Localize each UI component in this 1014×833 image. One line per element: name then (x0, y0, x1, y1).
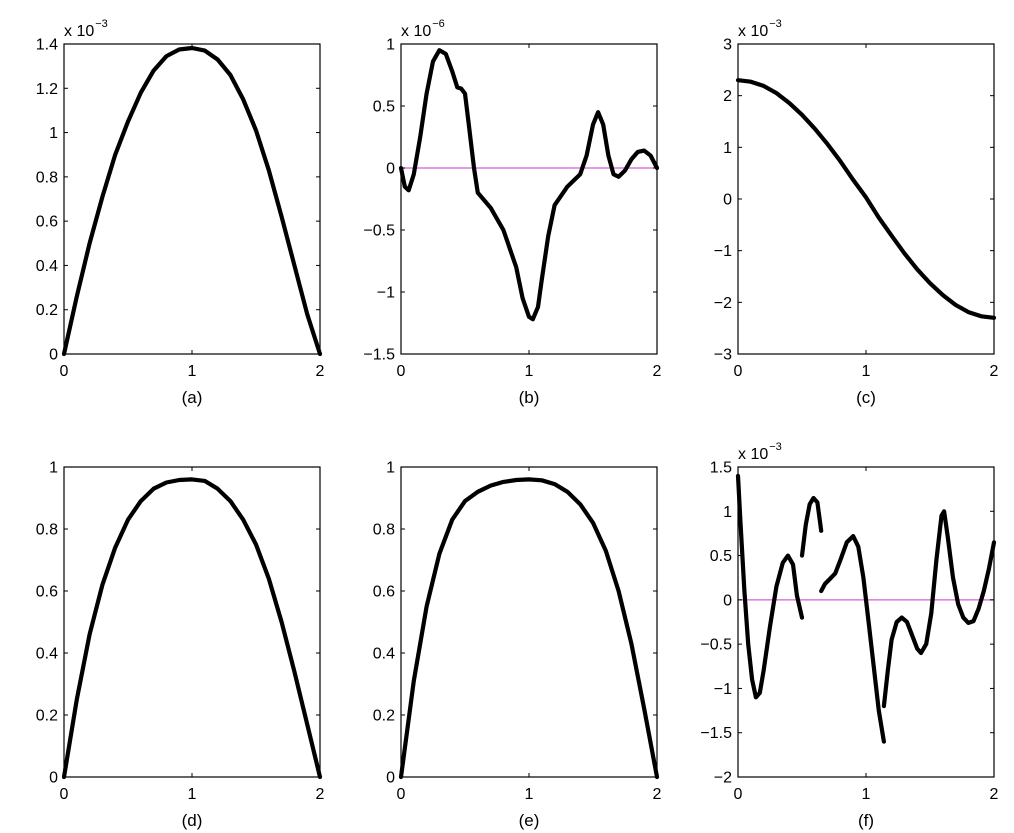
axes-frame (737, 466, 995, 778)
exponent-power: −3 (95, 18, 108, 30)
subplot-2: −1.5 −1 −0.5 0 0.5 1 0 1 2 (b) x 10 −6 (363, 18, 661, 407)
y-tick-label: 1 (723, 504, 732, 521)
subplot-4: 0 0.2 0.4 0.6 0.8 1 0 1 2 (d) (36, 460, 325, 831)
x-tick-label: 0 (60, 363, 69, 380)
y-tick-label: 0.8 (373, 522, 395, 539)
y-tick-label: 1 (723, 140, 732, 157)
x-tick-label: 0 (734, 363, 743, 380)
x-tick-label: 1 (525, 363, 534, 380)
y-tick-label: 1 (386, 460, 395, 477)
curve-segment-4 (881, 509, 997, 709)
subplot-caption: (d) (182, 811, 203, 830)
y-tick-label: −3 (714, 347, 732, 364)
y-tick-label: 0.2 (36, 302, 58, 319)
curve-segment-1 (735, 473, 805, 700)
y-tick-label: 1 (49, 125, 58, 142)
subplot-caption: (c) (856, 388, 876, 407)
y-tick-label: 0.5 (710, 548, 732, 565)
y-tick-label: −0.5 (700, 637, 732, 654)
y-tick-label: 0.4 (373, 646, 395, 663)
subplot-1: 0 0.2 0.4 0.6 0.8 1 1.2 1.4 0 1 2 (a) x 10 −3 (36, 18, 325, 407)
subplot-caption: (f) (858, 811, 874, 830)
y-tick-label: −1 (714, 243, 732, 260)
y-tick-label: 0 (723, 192, 732, 209)
y-tick-label: 0.2 (373, 708, 395, 725)
y-tick-label: 0 (49, 770, 58, 787)
x-tick-label: 2 (990, 786, 999, 803)
x-tick-label: 1 (188, 363, 197, 380)
y-tick-label: −1.5 (363, 347, 395, 364)
x-tick-label: 2 (316, 363, 325, 380)
exponent-label: x 10 (64, 23, 94, 40)
exponent-label: x 10 (738, 23, 768, 40)
y-tick-label: −2 (714, 295, 732, 312)
subplot-caption: (a) (182, 388, 203, 407)
subplot-caption: (e) (519, 811, 540, 830)
x-tick-label: 0 (397, 786, 406, 803)
y-tick-label: 0.6 (36, 584, 58, 601)
y-tick-label: 0 (723, 592, 732, 609)
exponent-power: −6 (432, 18, 445, 30)
y-tick-label: 0 (386, 161, 395, 178)
y-tick-label: 0 (386, 770, 395, 787)
curve-segment-3 (819, 534, 886, 744)
y-tick-label: −1.5 (700, 725, 732, 742)
x-tick-label: 1 (862, 363, 871, 380)
y-tick-label: 0.8 (36, 522, 58, 539)
curve-segment-1 (398, 48, 660, 322)
y-tick-label: 1.5 (710, 460, 732, 477)
y-tick-label: 0.8 (36, 169, 58, 186)
x-tick-label: 2 (990, 363, 999, 380)
x-tick-label: 0 (60, 786, 69, 803)
y-tick-label: −1 (377, 285, 395, 302)
y-tick-label: 1.4 (36, 37, 58, 54)
y-tick-label: 0.2 (36, 708, 58, 725)
exponent-label: x 10 (738, 446, 768, 463)
y-tick-label: 3 (723, 37, 732, 54)
subplot-6: −2 −1.5 −1 −0.5 0 0.5 1 1.5 0 1 2 (f) x 10 −3 (700, 441, 998, 830)
curve-segment-1 (61, 45, 323, 357)
exponent-power: −3 (769, 441, 782, 453)
y-tick-label: 2 (723, 88, 732, 105)
exponent-label: x 10 (401, 23, 431, 40)
y-tick-label: 0 (49, 347, 58, 364)
curve-segment-1 (61, 477, 323, 780)
curve-segment-1 (735, 78, 997, 320)
x-tick-label: 2 (316, 786, 325, 803)
curve-segment-2 (799, 495, 824, 558)
x-tick-label: 2 (653, 363, 662, 380)
x-tick-label: 1 (188, 786, 197, 803)
exponent-power: −3 (769, 18, 782, 30)
x-tick-label: 1 (525, 786, 534, 803)
subplot-caption: (b) (519, 388, 540, 407)
y-tick-label: −2 (714, 770, 732, 787)
x-tick-label: 0 (397, 363, 406, 380)
y-tick-label: 0.6 (373, 584, 395, 601)
y-tick-label: 0.6 (36, 214, 58, 231)
y-tick-label: 0.5 (373, 99, 395, 116)
x-tick-label: 1 (862, 786, 871, 803)
y-tick-label: 1.2 (36, 81, 58, 98)
axes-frame (400, 466, 658, 778)
x-tick-label: 0 (734, 786, 743, 803)
axes-frame (400, 43, 658, 355)
y-tick-label: 0.4 (36, 646, 58, 663)
x-tick-label: 2 (653, 786, 662, 803)
y-tick-label: 1 (386, 37, 395, 54)
y-tick-label: 0.4 (36, 258, 58, 275)
y-tick-label: −1 (714, 681, 732, 698)
y-tick-label: 1 (49, 460, 58, 477)
curve-segment-1 (398, 477, 660, 780)
y-tick-label: −0.5 (363, 223, 395, 240)
subplot-5: 0 0.2 0.4 0.6 0.8 1 0 1 2 (e) (373, 460, 662, 831)
